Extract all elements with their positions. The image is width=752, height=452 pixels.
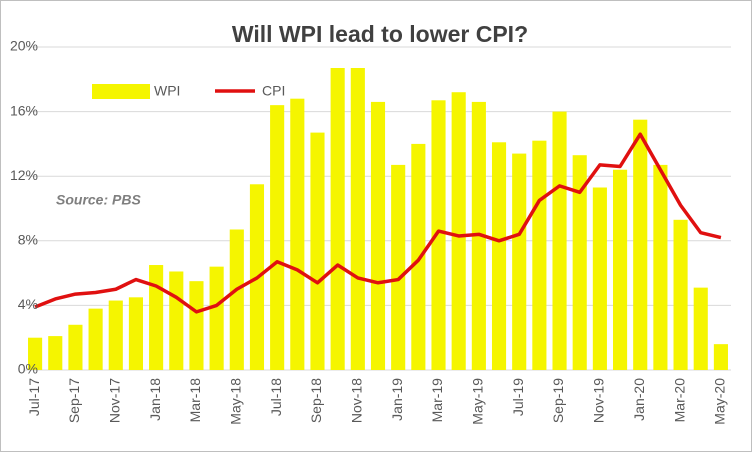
bar	[673, 219, 688, 370]
bar	[431, 100, 446, 371]
x-tick-label: Mar-19	[429, 378, 445, 423]
bar	[88, 308, 103, 370]
bar	[229, 229, 244, 370]
bar	[350, 67, 365, 371]
x-tick-label: Jan-20	[631, 378, 647, 421]
bar	[693, 287, 708, 370]
bar	[491, 142, 507, 370]
line	[34, 132, 722, 314]
legend-label: WPI	[154, 83, 180, 99]
x-tick-label: Mar-20	[671, 378, 687, 423]
bar	[572, 155, 587, 370]
bar	[451, 92, 466, 370]
legend-label: CPI	[262, 83, 285, 99]
x-tick-label: Jul-17	[26, 378, 42, 416]
x-tick-label: Nov-19	[591, 378, 607, 423]
bar	[330, 67, 345, 371]
bar	[68, 324, 83, 370]
bar	[653, 164, 668, 370]
x-tick-label: May-20	[712, 378, 728, 425]
bar	[391, 164, 406, 370]
bar	[713, 344, 728, 370]
bar	[411, 143, 426, 370]
y-tick-label: 8%	[18, 232, 38, 248]
bar	[209, 266, 224, 370]
x-tick-label: Jul-19	[510, 378, 526, 416]
y-tick-label: 4%	[18, 296, 38, 312]
y-tick-label: 16%	[10, 102, 38, 118]
bar	[149, 265, 164, 370]
x-tick-label: May-18	[228, 378, 244, 425]
x-tick-label: Mar-18	[187, 378, 203, 423]
bar	[512, 153, 527, 370]
bar	[532, 140, 547, 370]
bar	[370, 101, 386, 370]
bar	[552, 111, 567, 370]
chart-title: Will WPI lead to lower CPI?	[232, 21, 528, 47]
bar	[612, 169, 628, 370]
x-tick-label: Sep-17	[66, 378, 82, 423]
x-tick-label: Nov-18	[349, 378, 365, 423]
x-tick-label: May-19	[470, 378, 486, 425]
bar	[108, 300, 123, 370]
x-tick-label: Nov-17	[106, 378, 122, 423]
bar	[189, 281, 204, 370]
bar	[48, 336, 63, 370]
x-tick-label: Jan-18	[147, 378, 163, 421]
bar	[592, 187, 607, 370]
bar	[633, 119, 648, 370]
y-tick-label: 20%	[10, 38, 38, 54]
legend-swatch	[92, 84, 150, 99]
bar	[169, 271, 184, 370]
source-note: Source: PBS	[56, 192, 141, 208]
x-tick-label: Jan-19	[389, 378, 405, 421]
x-tick-label: Sep-18	[308, 378, 324, 423]
bar	[270, 105, 285, 370]
x-tick-label: Sep-19	[550, 378, 566, 423]
y-tick-label: 12%	[10, 167, 38, 183]
bar	[128, 297, 144, 370]
bar	[290, 98, 305, 371]
x-tick-label: Jul-18	[268, 378, 284, 416]
bar	[28, 337, 43, 370]
bar	[310, 132, 325, 370]
y-tick-label: 0%	[18, 361, 38, 377]
